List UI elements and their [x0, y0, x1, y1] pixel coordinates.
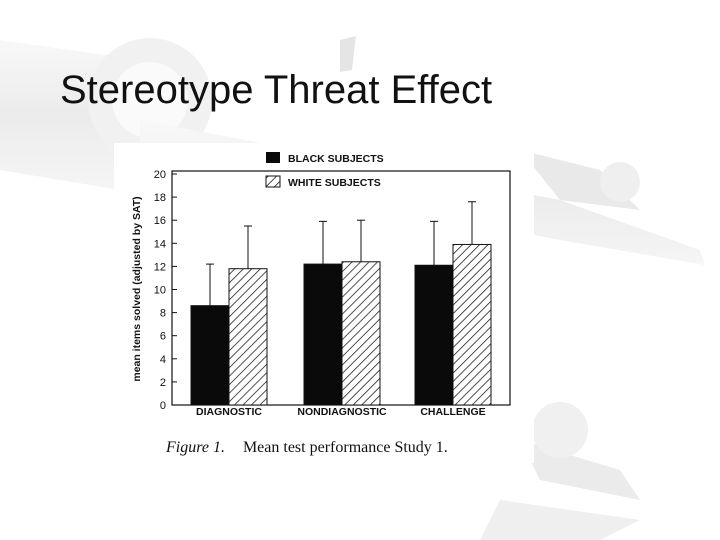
- bar-black-nondiagnostic: [303, 263, 343, 406]
- legend: BLACK SUBJECTS WHITE SUBJECTS: [265, 152, 384, 189]
- y-tick-label: 20: [154, 169, 166, 181]
- caption-label: Figure 1.: [166, 439, 225, 456]
- y-tick-label: 12: [154, 261, 166, 273]
- x-category-label: DIAGNOSTIC: [196, 406, 262, 418]
- legend-swatch-white: [265, 175, 281, 188]
- bar-black-challenge: [414, 264, 454, 406]
- figure-caption: Figure 1. Mean test performance Study 1.: [166, 439, 448, 457]
- bar-white-diagnostic: [228, 268, 268, 406]
- y-tick-label: 14: [154, 238, 166, 250]
- bar-black-diagnostic: [190, 305, 230, 406]
- legend-swatch-black: [266, 152, 280, 163]
- y-tick-label: 16: [154, 215, 166, 227]
- legend-label-white: WHITE SUBJECTS: [288, 177, 381, 189]
- bar-chart: mean items solved (adjusted by SAT) 0 2 4 6…: [131, 152, 511, 418]
- bar-white-challenge: [452, 243, 492, 406]
- legend-label-black: BLACK SUBJECTS: [288, 153, 384, 165]
- figure: mean items solved (adjusted by SAT) 0 2 4 6…: [114, 143, 534, 463]
- y-tick-label: 4: [160, 354, 166, 366]
- y-tick-label: 18: [154, 192, 166, 204]
- y-tick-label: 8: [160, 308, 166, 320]
- y-tick-label: 2: [160, 377, 166, 389]
- y-axis-label: mean items solved (adjusted by SAT): [131, 196, 143, 381]
- x-category-label: NONDIAGNOSTIC: [297, 406, 387, 418]
- x-category-label: CHALLENGE: [420, 406, 485, 418]
- caption-text: Mean test performance Study 1.: [242, 439, 448, 456]
- y-tick-label: 0: [160, 400, 166, 412]
- y-tick-label: 10: [154, 285, 166, 297]
- slide-title: Stereotype Threat Effect: [60, 68, 493, 112]
- bar-white-nondiagnostic: [341, 261, 381, 406]
- y-tick-label: 6: [160, 331, 166, 343]
